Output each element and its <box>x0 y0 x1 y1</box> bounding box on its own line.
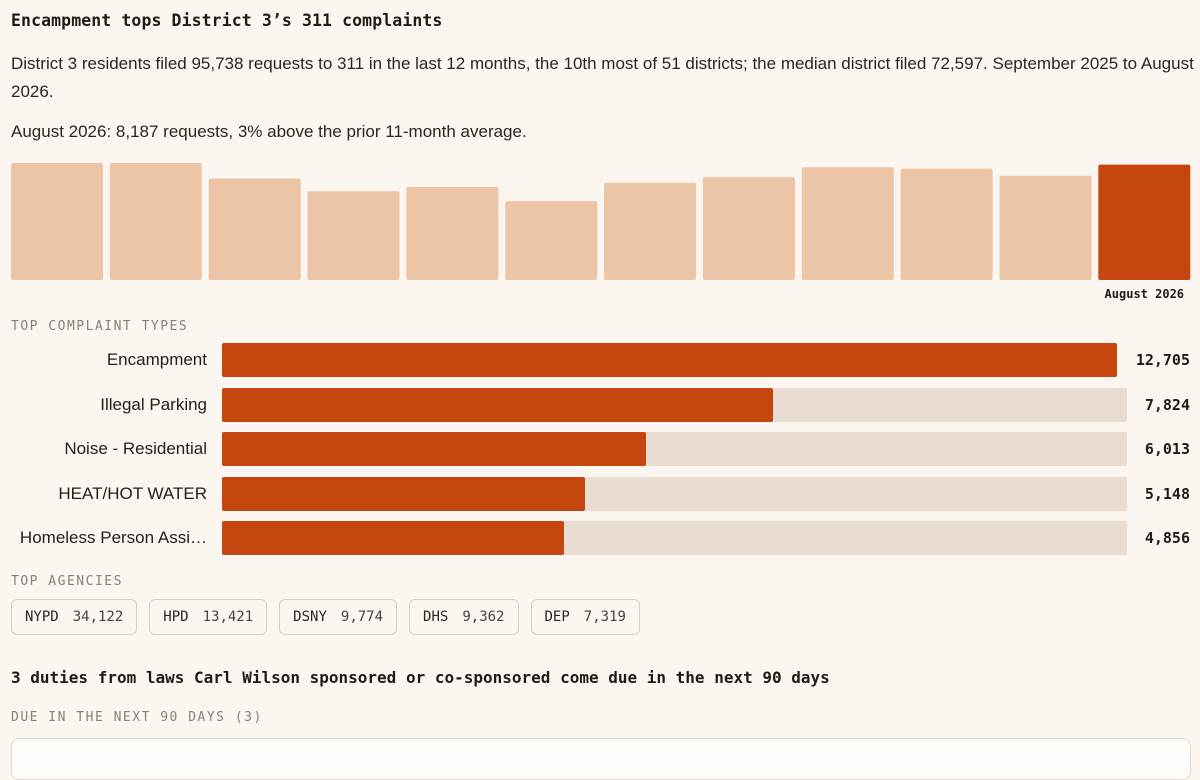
month-bar-6 <box>505 201 598 280</box>
agency-chip-list: NYPD 34,122 HPD 13,421 DSNY 9,774 DHS 9,… <box>11 599 640 635</box>
complaint-type-bar <box>222 388 774 422</box>
agency-name: HPD <box>163 609 189 625</box>
complaint-type-track <box>222 388 1127 422</box>
complaint-type-track <box>222 432 1127 466</box>
complaint-type-bar <box>222 521 565 555</box>
complaint-type-row: HEAT/HOT WATER 5,148 <box>0 477 1200 511</box>
due-duty-card[interactable] <box>11 738 1191 780</box>
complaint-type-value: 7,824 <box>1144 396 1190 414</box>
duties-title: 3 duties from laws Carl Wilson sponsored… <box>11 668 830 687</box>
latest-month-summary: August 2026: 8,187 requests, 3% above th… <box>11 122 527 141</box>
agency-count: 9,362 <box>462 609 505 625</box>
agency-count: 9,774 <box>340 609 384 625</box>
agency-name: DHS <box>423 609 449 625</box>
complaint-type-row: Noise - Residential 6,013 <box>0 432 1200 466</box>
agency-chip-hpd[interactable]: HPD 13,421 <box>149 599 268 635</box>
complaint-type-value: 4,856 <box>1144 529 1190 547</box>
complaint-type-value: 12,705 <box>1135 351 1190 369</box>
complaint-type-track <box>222 343 1127 377</box>
agencies-heading: TOP AGENCIES <box>11 574 123 589</box>
agency-name: NYPD <box>25 609 59 625</box>
complaint-type-row: Illegal Parking 7,824 <box>0 388 1200 422</box>
complaint-type-label: Encampment <box>106 350 207 369</box>
complaint-type-label: Illegal Parking <box>100 395 207 414</box>
complaint-type-label: HEAT/HOT WATER <box>58 484 207 503</box>
district-report: Encampment tops District 3’s 311 complai… <box>0 11 1200 780</box>
month-bar-2 <box>109 163 202 280</box>
agency-count: 34,122 <box>72 609 124 625</box>
month-bar-7 <box>604 182 697 280</box>
agency-chip-dhs[interactable]: DHS 9,362 <box>409 599 519 635</box>
month-bar-1 <box>11 163 103 280</box>
month-bar-10 <box>900 168 993 280</box>
month-tick-label: August 2026 <box>1105 287 1184 301</box>
complaint-type-track <box>222 477 1127 511</box>
complaint-type-bar <box>222 432 646 466</box>
month-bar-9 <box>801 167 894 280</box>
complaint-type-bar <box>222 477 585 511</box>
month-bar-8 <box>702 177 795 280</box>
complaint-type-row: Encampment 12,705 <box>0 343 1200 377</box>
agency-name: DSNY <box>293 609 327 625</box>
complaint-type-label: Homeless Person Assi… <box>19 528 207 547</box>
agency-name: DEP <box>544 609 570 625</box>
complaint-types-heading: TOP COMPLAINT TYPES <box>11 319 189 334</box>
month-bar-5 <box>406 187 499 280</box>
agency-chip-dsny[interactable]: DSNY 9,774 <box>279 599 398 635</box>
month-bar-4 <box>307 191 400 280</box>
month-bar-11 <box>999 175 1092 280</box>
complaint-type-value: 6,013 <box>1144 440 1190 458</box>
due-section-heading: DUE IN THE NEXT 90 DAYS (3) <box>11 710 263 725</box>
summary-text: District 3 residents filed 95,738 reques… <box>11 54 1194 101</box>
agency-count: 7,319 <box>583 609 626 625</box>
complaint-type-track <box>222 521 1127 555</box>
complaint-type-bar <box>222 343 1117 377</box>
complaint-type-label: Noise - Residential <box>64 439 207 458</box>
agency-chip-dep[interactable]: DEP 7,319 <box>530 599 640 635</box>
complaint-type-row: Homeless Person Assi… 4,856 <box>0 521 1200 555</box>
agency-count: 13,421 <box>202 609 254 625</box>
complaint-type-value: 5,148 <box>1144 485 1190 503</box>
page-title: Encampment tops District 3’s 311 complai… <box>11 11 443 30</box>
agency-chip-nypd[interactable]: NYPD 34,122 <box>11 599 138 635</box>
month-bar-3 <box>208 178 301 280</box>
monthly-requests-chart: August 2026 <box>11 163 1191 301</box>
month-bar-12 <box>1098 164 1191 280</box>
